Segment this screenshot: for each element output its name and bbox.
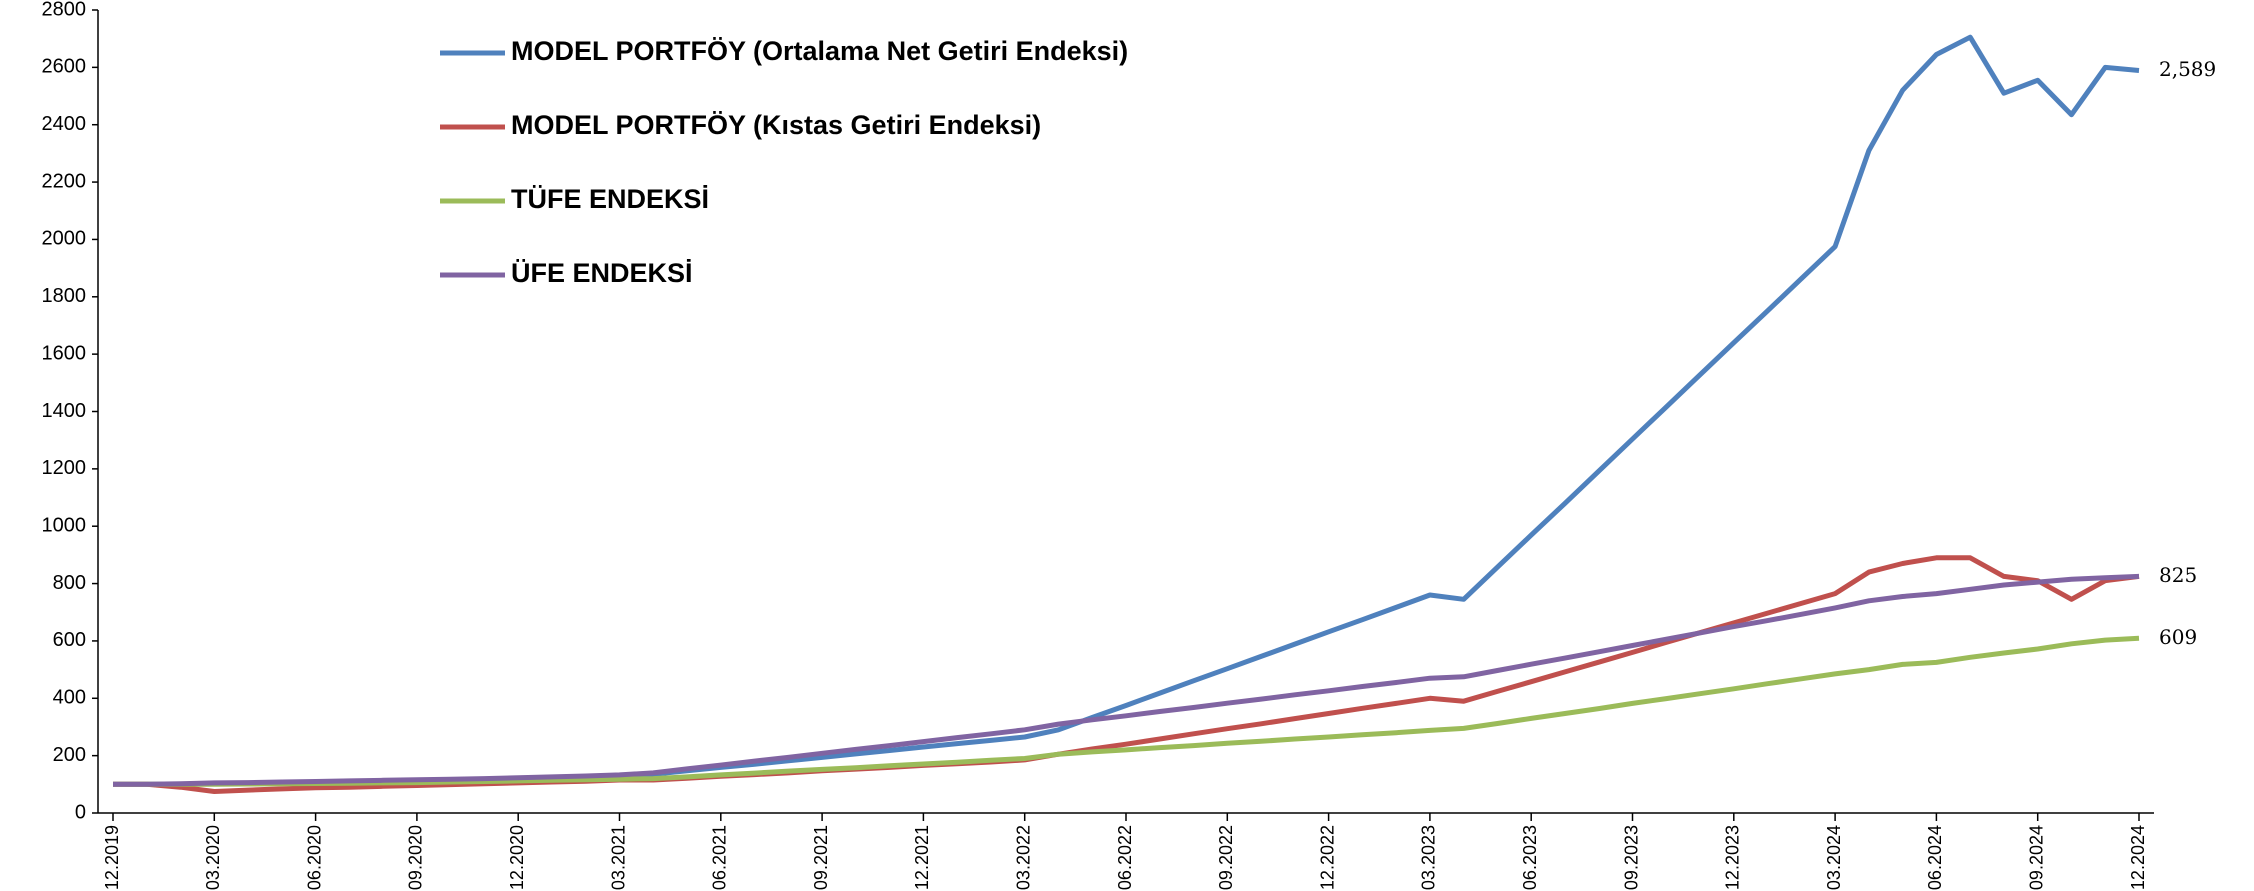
x-tick-label: 12.2020 [507, 825, 527, 890]
x-tick-label: 03.2021 [608, 825, 628, 890]
y-tick-label: 1000 [42, 514, 87, 536]
y-tick-label: 200 [53, 744, 86, 766]
y-tick-label: 2400 [42, 113, 87, 135]
legend-label: TÜFE ENDEKSİ [511, 184, 709, 214]
y-tick-label: 2800 [42, 0, 87, 20]
series-line [113, 555, 2140, 794]
y-tick-label: 2600 [42, 56, 87, 78]
x-tick-label: 09.2022 [1216, 825, 1236, 890]
x-tick-label: 06.2020 [304, 825, 324, 890]
y-tick-label: 1200 [42, 457, 87, 479]
x-tick-label: 06.2024 [1925, 825, 1945, 890]
x-tick-label: 12.2019 [102, 825, 122, 890]
x-tick-label: 03.2024 [1824, 825, 1844, 890]
x-tick-label: 12.2023 [1723, 825, 1743, 890]
series-line [113, 635, 2140, 787]
x-tick-label: 06.2022 [1115, 825, 1135, 890]
x-tick-label: 06.2021 [710, 825, 730, 890]
data-label: 825 [2159, 563, 2197, 587]
legend-label: ÜFE ENDEKSİ [511, 258, 693, 288]
legend-label: MODEL PORTFÖY (Ortalama Net Getiri Endek… [511, 36, 1128, 66]
y-tick-label: 600 [53, 629, 86, 651]
y-tick-label: 1800 [42, 285, 87, 307]
x-tick-label: 09.2023 [1621, 825, 1641, 890]
data-label: 2,589 [2159, 57, 2216, 81]
y-tick-label: 2200 [42, 170, 87, 192]
x-tick-label: 03.2022 [1013, 825, 1033, 890]
x-tick-label: 06.2023 [1520, 825, 1540, 890]
x-tick-label: 12.2022 [1317, 825, 1337, 890]
x-tick-label: 09.2020 [406, 825, 426, 890]
x-tick-label: 09.2021 [811, 825, 831, 890]
y-tick-label: 2000 [42, 228, 87, 250]
y-tick-label: 1600 [42, 342, 87, 364]
y-tick-label: 400 [53, 687, 86, 709]
x-tick-label: 09.2024 [2026, 825, 2046, 890]
x-tick-label: 03.2020 [203, 825, 223, 890]
data-label: 609 [2159, 625, 2197, 649]
series-line [113, 573, 2140, 787]
x-tick-label: 03.2023 [1419, 825, 1439, 890]
x-tick-label: 12.2024 [2128, 825, 2148, 890]
y-tick-label: 800 [53, 572, 86, 594]
x-tick-label: 12.2021 [912, 825, 932, 890]
y-tick-label: 1400 [42, 400, 87, 422]
legend-label: MODEL PORTFÖY (Kıstas Getiri Endeksi) [511, 110, 1041, 140]
y-tick-label: 0 [75, 801, 86, 823]
